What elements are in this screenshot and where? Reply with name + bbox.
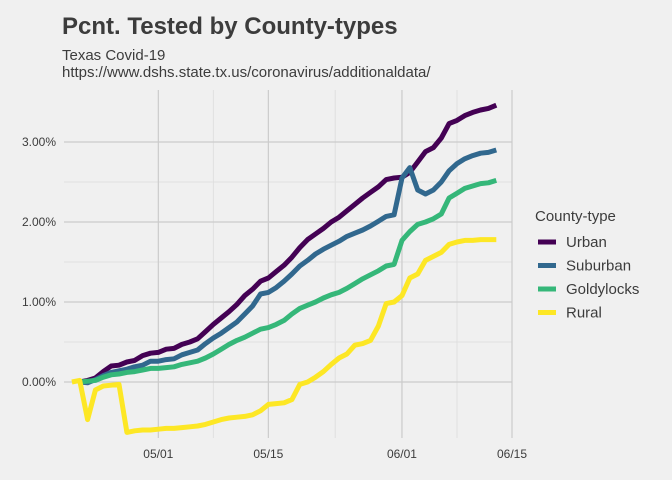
series-lines <box>71 102 498 435</box>
legend-label: Urban <box>566 234 607 251</box>
series-line-goldylocks <box>79 178 498 385</box>
axis-tick-labels: 05/01 05/15 06/01 06/15 0.00% 1.00% 2.00% 3.00% <box>22 135 527 461</box>
legend-title: County-type <box>535 208 616 225</box>
y-tick-label: 3.00% <box>22 135 56 149</box>
chart-subtitle-url: https://www.dshs.state.tx.us/coronavirus… <box>62 64 431 81</box>
x-tick-label: 05/01 <box>143 447 173 461</box>
series-line-urban <box>79 102 498 385</box>
x-tick-label: 06/01 <box>387 447 417 461</box>
legend: County-type Urban Suburban Goldylocks Rural <box>535 208 639 322</box>
legend-label: Goldylocks <box>566 281 639 298</box>
legend-label: Suburban <box>566 258 631 275</box>
legend-label: Rural <box>566 305 602 322</box>
grid-lines <box>64 90 513 438</box>
x-tick-label: 06/15 <box>497 447 527 461</box>
series-line-suburban <box>79 147 498 386</box>
x-tick-label: 05/15 <box>253 447 283 461</box>
chart-subtitle-source: Texas Covid-19 <box>62 47 166 64</box>
chart-title: Pcnt. Tested by County-types <box>62 13 398 40</box>
y-tick-label: 2.00% <box>22 215 56 229</box>
y-tick-label: 1.00% <box>22 295 56 309</box>
series-line-rural <box>71 237 497 435</box>
y-tick-label: 0.00% <box>22 375 56 389</box>
